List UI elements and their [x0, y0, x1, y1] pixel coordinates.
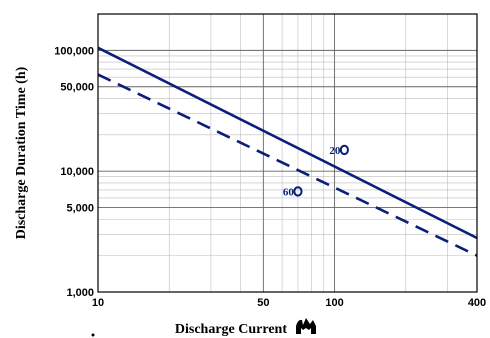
y-tick-label: 10,000	[60, 166, 94, 178]
grid-minor	[98, 14, 477, 292]
y-tick-label: 50,000	[60, 82, 94, 94]
y-tick-label: 1,000	[66, 287, 94, 299]
x-tick-label: 400	[468, 297, 486, 309]
y-tick-label: 100,000	[54, 45, 94, 57]
y-axis-title: Discharge Duration Time (h)	[14, 66, 29, 239]
annotation-label: 60	[283, 186, 295, 198]
annotation-marker	[293, 186, 303, 197]
dashed-series-line	[97, 73, 478, 257]
solid-series-line	[97, 46, 478, 240]
unit-glyph-icon	[296, 318, 316, 334]
y-tick-label: 5,000	[66, 203, 94, 215]
corner-mark	[91, 333, 95, 337]
x-tick-labels: 10 50 100 400	[92, 297, 486, 309]
annotation-marker	[339, 144, 349, 156]
x-axis-title: Discharge Current	[175, 322, 287, 337]
x-tick-label: 50	[257, 297, 269, 309]
annotation-label: 20	[329, 145, 341, 157]
grid-major	[98, 14, 477, 292]
x-tick-label: 10	[92, 297, 104, 309]
series-group	[97, 46, 478, 257]
x-tick-label: 100	[325, 297, 343, 309]
y-tick-labels: 1,000 5,000 10,000 50,000 100,000	[54, 45, 94, 299]
plot-frame	[97, 13, 478, 293]
